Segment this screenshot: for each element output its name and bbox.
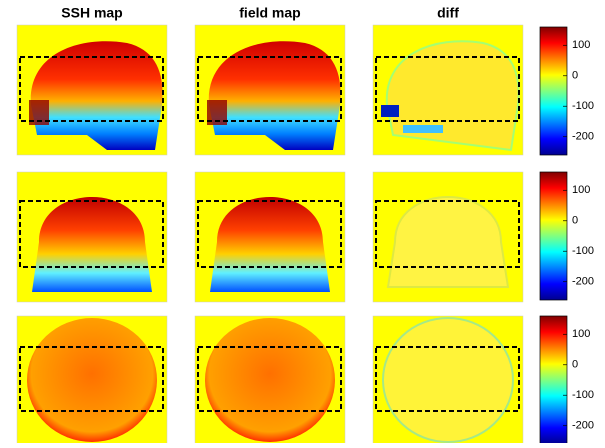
diff-patch (381, 105, 399, 117)
column-title: field map (239, 5, 300, 21)
head-axial (205, 318, 335, 442)
colorbar-tick-label: -100 (572, 389, 594, 401)
diff-outline (383, 318, 513, 442)
figure: SSH map field map diff 100 0 -100 -200 100 0 -100… (0, 0, 605, 443)
colorbar (540, 316, 567, 443)
colorbar-tick-label: -100 (572, 245, 594, 257)
column-title: SSH map (61, 5, 122, 21)
colorbar-tick-label: 0 (572, 70, 578, 82)
colorbar (540, 27, 567, 155)
colorbar-tick-label: 100 (572, 39, 590, 51)
colorbar-tick-label: -200 (572, 131, 594, 143)
column-title: diff (437, 5, 459, 21)
colorbar-tick-label: 100 (572, 328, 590, 340)
head-axial (27, 318, 157, 442)
diff-patch (403, 125, 443, 133)
colorbar-tick-label: -100 (572, 100, 594, 112)
colorbar-tick-label: 0 (572, 215, 578, 227)
colorbar (540, 172, 567, 300)
colorbar-tick-label: 100 (572, 184, 590, 196)
colorbar-tick-label: -200 (572, 420, 594, 432)
colorbar-tick-label: 0 (572, 359, 578, 371)
colorbar-tick-label: -200 (572, 276, 594, 288)
